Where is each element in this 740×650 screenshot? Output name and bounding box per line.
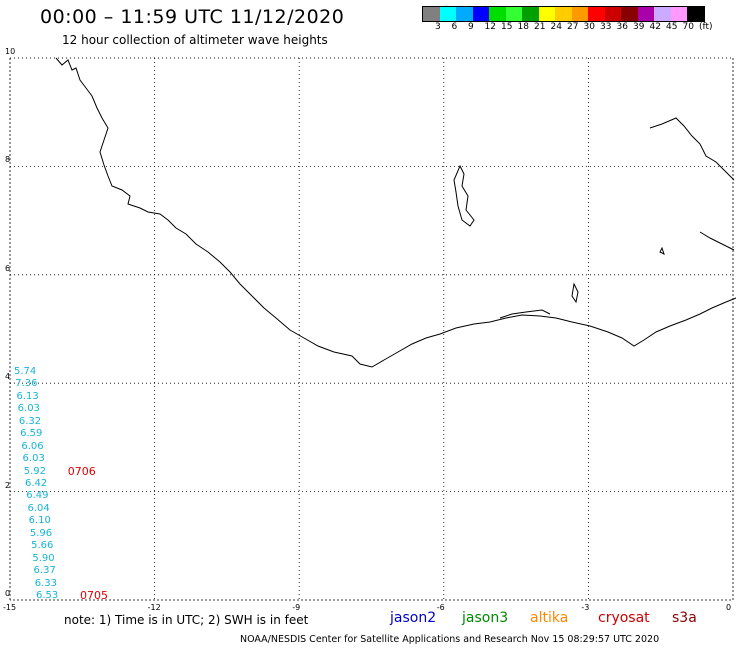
- x-tick-label: -3: [581, 603, 590, 612]
- color-scale-label: 39: [633, 22, 645, 32]
- color-scale-label: 18: [517, 22, 529, 32]
- x-tick-label: -12: [147, 603, 161, 612]
- color-swatch: [505, 7, 522, 21]
- swh-value: 6.03: [22, 453, 45, 465]
- pass-time-label: 0705: [80, 589, 108, 602]
- y-tick-label: 6: [5, 263, 11, 273]
- swh-value: 5.96: [29, 527, 53, 539]
- legend-item-jason2: jason2: [390, 610, 437, 626]
- color-scale-labels: 3 6 9 12 15 18 21 24 27 30 33 36 39 42 45 70 (ft): [422, 22, 740, 34]
- color-swatch: [538, 7, 555, 21]
- color-swatch: [654, 7, 671, 21]
- swh-value: 6.53: [36, 590, 59, 601]
- color-swatch: [687, 7, 704, 21]
- color-scale-label: 45: [666, 22, 678, 32]
- legend-item-s3a: s3a: [672, 610, 697, 626]
- color-swatch: [472, 7, 489, 21]
- color-scale-label: 36: [616, 22, 628, 32]
- y-tick-label: 4: [5, 372, 11, 382]
- color-swatch: [637, 7, 654, 21]
- color-scale-bar: [422, 6, 705, 22]
- swh-value: 6.13: [16, 390, 39, 402]
- coastline-islands: [453, 117, 735, 319]
- y-tick-label: 0: [5, 589, 11, 598]
- swh-value: 6.37: [33, 565, 56, 577]
- color-scale-label: 42: [649, 22, 661, 32]
- x-tick-label: -15: [3, 603, 17, 612]
- x-tick-label: -9: [292, 603, 301, 612]
- color-scale-label: 70: [682, 22, 694, 32]
- grid-lines: [9, 57, 734, 601]
- credit-line: NOAA/NESDIS Center for Satellite Applica…: [240, 634, 660, 645]
- color-scale-label: 9: [468, 22, 474, 32]
- color-swatch: [571, 7, 588, 21]
- color-swatch: [670, 7, 687, 21]
- swh-value: 6.42: [25, 478, 48, 489]
- swh-value: 5.92: [23, 465, 47, 477]
- swh-value: 6.32: [18, 415, 42, 427]
- swh-value: 6.33: [34, 577, 58, 589]
- color-swatch: [489, 7, 506, 21]
- y-tick-label: 10: [5, 47, 16, 56]
- plot-frame: [9, 57, 734, 601]
- swh-value: 6.59: [20, 428, 43, 440]
- swh-value: 7.36: [15, 378, 38, 390]
- coastline: [55, 57, 737, 368]
- color-swatch: [423, 7, 440, 21]
- swh-value: 6.10: [28, 515, 51, 527]
- legend-item-jason3: jason3: [462, 610, 509, 626]
- swh-value: 5.90: [32, 552, 55, 564]
- color-scale-label: (ft): [699, 22, 713, 32]
- chart-title: 00:00 – 11:59 UTC 11/12/2020: [40, 6, 345, 28]
- color-scale-label: 3: [435, 22, 441, 32]
- swh-value: 6.49: [26, 490, 49, 502]
- y-tick-label: 8: [5, 155, 11, 165]
- color-swatch: [588, 7, 605, 21]
- color-scale-label: 27: [567, 22, 579, 32]
- x-tick-label: -6: [436, 603, 445, 612]
- pass-time-label: 0706: [67, 464, 96, 478]
- color-swatch: [456, 7, 473, 21]
- color-scale-label: 24: [550, 22, 562, 32]
- color-scale-label: 33: [600, 22, 612, 32]
- color-scale-label: 15: [501, 22, 513, 32]
- color-swatch: [621, 7, 638, 21]
- legend-item-cryosat: cryosat: [598, 610, 650, 626]
- chart-subtitle: 12 hour collection of altimeter wave hei…: [62, 33, 328, 47]
- color-scale-label: 30: [583, 22, 595, 32]
- swh-value: 6.06: [21, 440, 44, 452]
- swh-value: 6.04: [27, 502, 50, 514]
- swh-value: 5.74: [14, 366, 37, 377]
- color-swatch: [439, 7, 456, 21]
- color-scale-label: 6: [451, 22, 458, 32]
- legend-item-altika: altika: [530, 610, 569, 626]
- color-swatch: [522, 7, 539, 21]
- swh-value: 5.66: [31, 540, 54, 552]
- color-scale-label: 21: [534, 22, 546, 32]
- x-tick-label: 0: [726, 603, 732, 612]
- color-swatch: [604, 7, 621, 21]
- footnote: note: 1) Time is in UTC; 2) SWH is in fe…: [64, 613, 309, 627]
- y-tick-label: 2: [5, 480, 11, 490]
- color-scale-label: 12: [484, 22, 496, 32]
- color-swatch: [555, 7, 572, 21]
- swh-value: 6.03: [17, 403, 40, 415]
